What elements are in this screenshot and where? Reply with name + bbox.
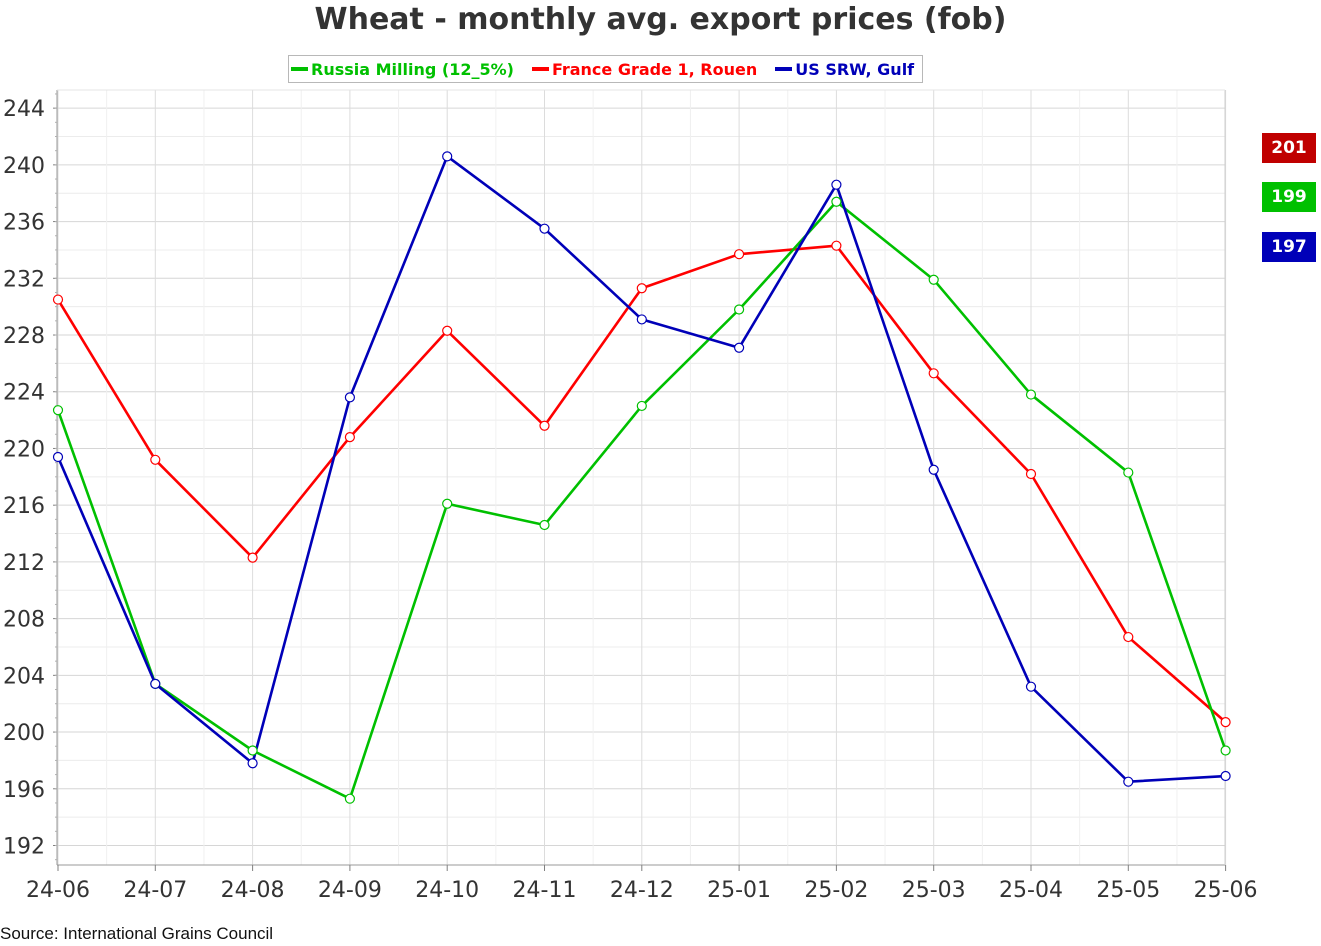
x-tick-label: 25-01 bbox=[707, 878, 771, 903]
legend-label-france: France Grade 1, Rouen bbox=[551, 59, 758, 79]
x-tick-label: 24-11 bbox=[513, 878, 577, 903]
data-point-russia bbox=[1123, 467, 1134, 478]
data-point-us bbox=[52, 451, 64, 463]
legend-label-russia: Russia Milling (12_5%) bbox=[311, 59, 514, 79]
x-tick-label: 24-10 bbox=[415, 878, 479, 903]
data-point-france bbox=[1220, 717, 1231, 728]
data-point-us bbox=[733, 342, 745, 353]
x-tick-label: 24-12 bbox=[610, 878, 674, 903]
x-tick-label: 25-05 bbox=[1096, 878, 1160, 903]
y-tick-label: 224 bbox=[3, 381, 45, 406]
data-point-us bbox=[150, 678, 161, 689]
data-point-france bbox=[344, 432, 355, 443]
data-point-us bbox=[539, 223, 550, 234]
y-tick-label: 208 bbox=[3, 608, 45, 633]
x-tick-label: 25-03 bbox=[902, 878, 966, 903]
data-point-us bbox=[247, 758, 258, 769]
x-tick-label: 24-09 bbox=[318, 878, 382, 903]
data-point-russia bbox=[1025, 389, 1037, 400]
legend-item-france[interactable]: France Grade 1, Rouen bbox=[531, 59, 758, 79]
plot-background bbox=[57, 90, 1225, 865]
data-point-france bbox=[1123, 631, 1134, 643]
y-tick-label: 240 bbox=[3, 154, 45, 179]
data-point-russia bbox=[636, 400, 647, 412]
data-point-france bbox=[733, 249, 745, 260]
y-tick-label: 232 bbox=[3, 267, 45, 292]
legend-label-us: US SRW, Gulf bbox=[795, 59, 915, 79]
end-label-us: 197 bbox=[1262, 232, 1316, 262]
y-tick-label: 192 bbox=[3, 835, 45, 860]
data-point-russia bbox=[733, 304, 745, 315]
source-note: Source: International Grains Council bbox=[0, 924, 274, 943]
legend-item-russia[interactable]: Russia Milling (12_5%) bbox=[291, 60, 514, 79]
legend-swatch-russia bbox=[291, 67, 308, 71]
chart-title: Wheat - monthly avg. export prices (fob) bbox=[314, 2, 1007, 37]
y-tick-label: 244 bbox=[3, 97, 45, 122]
data-point-russia bbox=[539, 519, 550, 531]
legend-swatch-us bbox=[775, 67, 793, 71]
data-point-us bbox=[1123, 776, 1134, 787]
data-point-us bbox=[1220, 770, 1231, 782]
data-point-france bbox=[636, 283, 647, 294]
y-tick-label: 228 bbox=[3, 324, 45, 349]
data-point-russia bbox=[344, 793, 355, 804]
data-point-russia bbox=[928, 274, 939, 285]
data-point-france bbox=[247, 552, 258, 563]
x-tick-label: 25-04 bbox=[999, 878, 1063, 903]
x-tick-label: 24-08 bbox=[221, 878, 285, 903]
end-label-france: 201 bbox=[1262, 133, 1316, 163]
data-point-russia bbox=[1220, 745, 1231, 756]
data-point-russia bbox=[831, 196, 842, 207]
data-point-us bbox=[442, 151, 453, 162]
x-tick-label: 24-06 bbox=[26, 878, 90, 903]
data-point-russia bbox=[52, 405, 64, 416]
data-point-france bbox=[1025, 468, 1037, 480]
data-point-us bbox=[928, 464, 939, 475]
data-point-france bbox=[442, 325, 453, 336]
data-point-us bbox=[344, 392, 355, 403]
y-tick-label: 212 bbox=[3, 551, 45, 576]
legend-swatch-france bbox=[531, 67, 549, 71]
data-point-france bbox=[52, 294, 64, 305]
data-point-us bbox=[636, 314, 647, 325]
x-tick-label: 24-07 bbox=[123, 878, 187, 903]
y-tick-label: 220 bbox=[3, 437, 45, 462]
y-tick-label: 196 bbox=[3, 778, 45, 803]
data-point-us bbox=[831, 179, 842, 190]
legend-item-us[interactable]: US SRW, Gulf bbox=[775, 60, 914, 79]
data-point-russia bbox=[247, 745, 258, 756]
data-point-us bbox=[1025, 681, 1037, 692]
y-tick-label: 216 bbox=[3, 494, 45, 519]
x-tick-label: 25-02 bbox=[804, 878, 868, 903]
data-point-france bbox=[539, 420, 550, 431]
y-tick-label: 200 bbox=[3, 721, 45, 746]
data-point-france bbox=[928, 368, 939, 379]
data-point-russia bbox=[442, 498, 453, 509]
x-tick-label: 25-06 bbox=[1194, 878, 1258, 903]
y-tick-label: 236 bbox=[3, 211, 45, 236]
y-tick-label: 204 bbox=[3, 664, 45, 689]
data-point-france bbox=[150, 454, 161, 465]
end-label-russia: 199 bbox=[1262, 182, 1316, 212]
data-point-france bbox=[831, 240, 842, 251]
chart-legend: Russia Milling (12_5%) France Grade 1, R… bbox=[288, 55, 924, 83]
